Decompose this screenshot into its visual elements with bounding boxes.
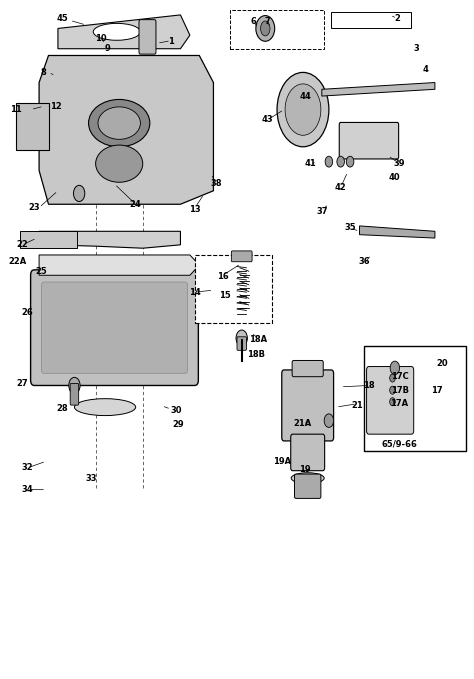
Polygon shape xyxy=(331,12,411,29)
Text: 12: 12 xyxy=(50,102,62,111)
Text: 19A: 19A xyxy=(273,457,291,466)
FancyBboxPatch shape xyxy=(364,346,465,451)
Circle shape xyxy=(390,386,395,394)
Circle shape xyxy=(73,185,85,202)
Polygon shape xyxy=(39,255,199,275)
Ellipse shape xyxy=(291,473,324,483)
Circle shape xyxy=(324,414,334,427)
Text: 1: 1 xyxy=(168,37,174,46)
Text: 3: 3 xyxy=(413,44,419,53)
Text: 25: 25 xyxy=(36,268,47,276)
Ellipse shape xyxy=(74,399,136,416)
Polygon shape xyxy=(39,56,213,204)
Text: 30: 30 xyxy=(170,406,182,415)
Text: 17: 17 xyxy=(431,386,443,394)
Text: 4: 4 xyxy=(422,65,428,73)
Polygon shape xyxy=(359,226,435,238)
Text: 18: 18 xyxy=(363,381,375,390)
Ellipse shape xyxy=(256,16,275,41)
Text: 18A: 18A xyxy=(249,335,267,344)
Text: 22A: 22A xyxy=(9,257,27,266)
Text: 33: 33 xyxy=(85,474,97,483)
Polygon shape xyxy=(20,232,77,249)
Text: 37: 37 xyxy=(316,206,328,215)
FancyBboxPatch shape xyxy=(282,370,334,441)
Text: 9: 9 xyxy=(105,44,110,53)
Polygon shape xyxy=(58,15,190,49)
Text: 20: 20 xyxy=(436,359,448,367)
Ellipse shape xyxy=(89,99,150,147)
Text: 21A: 21A xyxy=(294,419,312,428)
Circle shape xyxy=(390,361,400,375)
Ellipse shape xyxy=(261,21,270,36)
Text: 18B: 18B xyxy=(247,350,265,359)
Text: 36: 36 xyxy=(358,257,370,266)
Text: 35: 35 xyxy=(344,223,356,232)
FancyBboxPatch shape xyxy=(41,282,188,373)
Text: 40: 40 xyxy=(389,172,401,182)
Text: 42: 42 xyxy=(335,183,346,192)
FancyBboxPatch shape xyxy=(231,251,252,261)
Text: 34: 34 xyxy=(21,485,33,494)
Text: 21: 21 xyxy=(351,401,363,409)
Text: 44: 44 xyxy=(300,92,311,100)
Circle shape xyxy=(346,156,354,167)
Text: 28: 28 xyxy=(57,404,68,413)
Circle shape xyxy=(236,330,247,346)
FancyBboxPatch shape xyxy=(339,122,399,159)
Circle shape xyxy=(337,156,345,167)
Text: 15: 15 xyxy=(219,291,231,300)
Text: 17C: 17C xyxy=(391,372,409,381)
FancyBboxPatch shape xyxy=(31,270,198,386)
Text: 27: 27 xyxy=(17,379,28,388)
Text: 8: 8 xyxy=(41,68,46,77)
Text: 24: 24 xyxy=(130,200,142,208)
Text: 45: 45 xyxy=(57,14,69,23)
Text: 22: 22 xyxy=(17,240,28,249)
Text: 41: 41 xyxy=(304,159,316,168)
Text: 17B: 17B xyxy=(391,386,409,394)
Polygon shape xyxy=(16,103,48,150)
Polygon shape xyxy=(39,232,181,249)
Text: 19: 19 xyxy=(300,465,311,474)
Text: 7: 7 xyxy=(265,17,271,26)
Circle shape xyxy=(390,398,395,406)
Text: 65/9-66: 65/9-66 xyxy=(382,440,418,449)
Text: 38: 38 xyxy=(210,179,221,189)
Polygon shape xyxy=(322,83,435,96)
FancyBboxPatch shape xyxy=(139,20,156,54)
Text: 13: 13 xyxy=(189,205,201,214)
FancyBboxPatch shape xyxy=(292,361,323,377)
Text: 16: 16 xyxy=(217,272,229,281)
Circle shape xyxy=(285,84,321,135)
Text: 14: 14 xyxy=(189,288,201,297)
Circle shape xyxy=(277,73,329,147)
Text: 11: 11 xyxy=(9,105,21,114)
FancyBboxPatch shape xyxy=(366,367,414,434)
Circle shape xyxy=(390,374,395,382)
Ellipse shape xyxy=(96,145,143,182)
Ellipse shape xyxy=(93,23,140,40)
FancyBboxPatch shape xyxy=(237,337,246,350)
Text: 39: 39 xyxy=(394,159,405,168)
Circle shape xyxy=(69,378,80,394)
Ellipse shape xyxy=(98,107,140,139)
Text: 23: 23 xyxy=(28,203,40,212)
Text: 17A: 17A xyxy=(391,399,409,408)
FancyBboxPatch shape xyxy=(291,434,325,471)
Text: 6: 6 xyxy=(251,17,256,26)
FancyBboxPatch shape xyxy=(195,255,273,323)
Circle shape xyxy=(325,156,333,167)
Text: 10: 10 xyxy=(94,34,106,43)
Text: 26: 26 xyxy=(21,308,33,317)
Text: 29: 29 xyxy=(172,420,184,428)
FancyBboxPatch shape xyxy=(294,474,321,498)
Text: 43: 43 xyxy=(262,115,273,124)
FancyBboxPatch shape xyxy=(70,384,79,405)
Text: 32: 32 xyxy=(21,464,33,473)
Text: 2: 2 xyxy=(394,14,400,23)
